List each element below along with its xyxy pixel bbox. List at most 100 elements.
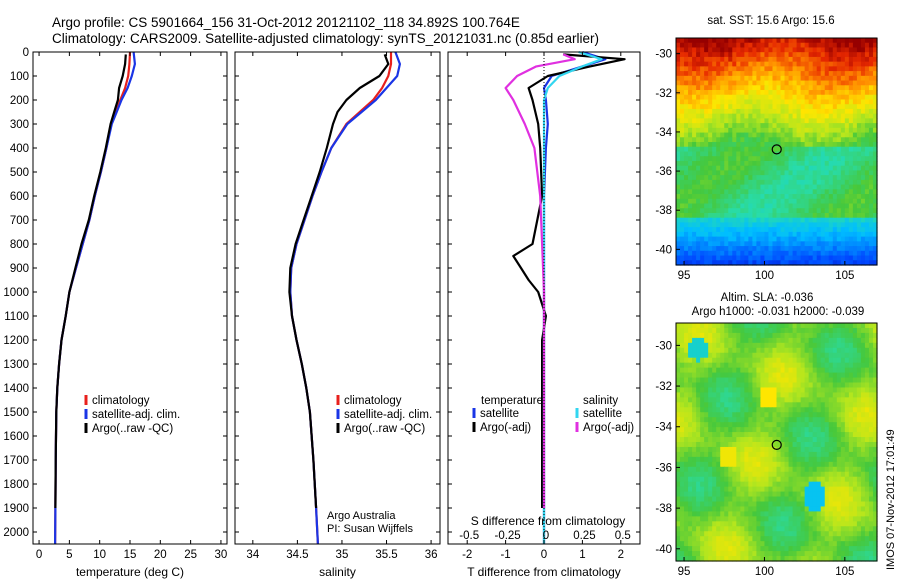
- temperature-ytick-label: 1200: [3, 335, 29, 347]
- temperature-ytick-label: 2000: [3, 527, 29, 539]
- difference-s-tick-label: -0.25: [494, 530, 520, 542]
- sst_map-cells: [676, 38, 878, 266]
- difference-xtick-label: 0: [541, 549, 547, 561]
- sla_map-xtick-label: 100: [755, 566, 774, 578]
- temperature-series-climatology: [54, 51, 132, 545]
- temperature-profile-panel: 0 5 10 15 20 25 300100200300400500600700800900…: [3, 47, 228, 579]
- difference-xtick-label: 1: [579, 549, 585, 561]
- sst_map-ytick-label: -32: [655, 88, 672, 100]
- difference-xlabel: T difference from climatology: [467, 565, 621, 579]
- temperature-xlabel: temperature (deg C): [76, 565, 184, 579]
- temperature-ytick-label: 800: [10, 239, 29, 251]
- sla_map-ytick-label: -34: [655, 422, 672, 434]
- temperature-ytick-label: 400: [10, 143, 29, 155]
- difference-series-temperature-satellite: [542, 50, 607, 544]
- temperature-legend-label: climatology: [92, 395, 150, 407]
- salinity-legend-label: climatology: [344, 395, 402, 407]
- temperature-ytick-label: 1100: [4, 311, 29, 323]
- temperature-ytick-label: 1600: [3, 431, 29, 443]
- temperature-ytick-label: 100: [10, 71, 29, 83]
- imos-timestamp-label: IMOS 07-Nov-2012 17:01:49: [885, 429, 897, 570]
- sst_map-frame: [675, 37, 878, 266]
- difference-series-salinity-argo-adj-: [504, 53, 576, 508]
- sst_map-xtick-label: 95: [678, 270, 691, 282]
- sla_map-ytick-label: -38: [655, 503, 672, 515]
- temperature-legend-label: satellite-adj. clim.: [92, 409, 180, 421]
- sst-map-title: sat. SST: 15.6 Argo: 15.6: [707, 15, 834, 27]
- difference-legend-title: salinity: [583, 395, 618, 407]
- temperature-ytick-label: 600: [10, 191, 29, 203]
- sla_map-xtick-label: 105: [835, 566, 854, 578]
- sst_map-ytick-label: -30: [655, 49, 672, 61]
- temperature-xtick-label: 0: [36, 549, 42, 561]
- difference-s-tick-label: 0.25: [573, 530, 595, 542]
- salinity-xtick-label: 34: [246, 549, 259, 561]
- sla_map-xtick-label: 95: [678, 566, 691, 578]
- sla-map-title: Altim. SLA: -0.036: [721, 292, 814, 304]
- sla_map-ytick-label: -30: [655, 340, 672, 352]
- sla_map-cells: [676, 323, 878, 562]
- temperature-ytick-label: 1900: [3, 503, 29, 515]
- salinity-xlabel: salinity: [319, 565, 356, 579]
- temperature-ytick-label: 300: [10, 119, 29, 131]
- salinity-xtick-label: 35: [336, 549, 349, 561]
- temperature-xtick-label: 15: [124, 549, 137, 561]
- temperature-ytick-label: 700: [10, 215, 29, 227]
- temperature-xtick-label: 25: [184, 549, 197, 561]
- salinity-series-argo-raw-qc-: [288, 54, 390, 509]
- temperature-ytick-label: 0: [23, 47, 29, 59]
- temperature-legend-label: Argo(..raw -QC): [92, 423, 173, 435]
- difference-series-temperature-argo-adj-: [512, 53, 626, 508]
- temperature-plot-frame: [32, 51, 228, 545]
- credit-line-2: PI: Susan Wijffels: [327, 523, 413, 535]
- difference-s-tick-label: -0.5: [459, 530, 479, 542]
- sla_map-ytick-label: -32: [655, 381, 672, 393]
- difference-s-tick-label: 0: [543, 530, 549, 542]
- salinity-series-satellite-adj-clim-: [289, 51, 401, 545]
- salinity-series-climatology: [289, 52, 393, 545]
- temperature-series-argo-raw-qc-: [54, 54, 127, 509]
- difference-legend-label: satellite: [480, 408, 519, 420]
- difference-profile-panel: -2 -1 0 1 2 T difference from climatology -0.5…: [447, 50, 641, 579]
- sla_map-ytick-label: -36: [655, 462, 672, 474]
- sst_map-ytick-label: -34: [655, 127, 672, 139]
- temperature-xtick-label: 30: [215, 549, 228, 561]
- salinity-profile-panel: 34 34.5 35 35.5 36 salinity climatology satelli…: [234, 51, 441, 579]
- sla_map-ytick-label: -40: [655, 544, 672, 556]
- sst_map-ytick-label: -40: [655, 244, 672, 256]
- temperature-xtick-label: 20: [154, 549, 167, 561]
- sla-map-subtitle: Argo h1000: -0.031 h2000: -0.039: [692, 306, 865, 318]
- sst_map-ytick-label: -38: [655, 205, 672, 217]
- temperature-xtick-label: 5: [66, 549, 72, 561]
- temperature-ytick-label: 1700: [3, 455, 29, 467]
- difference-xtick-label: 2: [618, 549, 624, 561]
- salinity-plot-frame: [234, 51, 441, 545]
- difference-xtick-label: -2: [462, 549, 472, 561]
- temperature-ytick-label: 1500: [3, 407, 29, 419]
- difference-legend-label: Argo(-adj): [583, 422, 634, 434]
- difference-series-salinity-satellite: [542, 50, 603, 544]
- difference-xtick-label: -1: [500, 549, 510, 561]
- title-line-1: Argo profile: CS 5901664_156 31-Oct-2012…: [52, 15, 520, 30]
- credit-line-1: Argo Australia: [327, 510, 396, 522]
- difference-s-xlabel: S difference from climatology: [471, 514, 626, 528]
- salinity-xtick-label: 36: [425, 549, 438, 561]
- temperature-ytick-label: 1000: [3, 287, 29, 299]
- temperature-ytick-label: 1300: [3, 359, 29, 371]
- sla_map-argo-location-marker: [771, 439, 782, 450]
- title-line-2: Climatology: CARS2009. Satellite-adjuste…: [52, 31, 599, 46]
- difference-legend-title: temperature: [481, 395, 543, 407]
- sst_map-argo-location-marker: [771, 144, 782, 155]
- sst_map-xtick-label: 105: [835, 270, 854, 282]
- temperature-ytick-label: 1400: [3, 383, 29, 395]
- salinity-xtick-label: 34.5: [286, 549, 308, 561]
- sst-map-panel: sat. SST: 15.6 Argo: 15.6 95 100 105 -30 -32 -…: [655, 15, 878, 282]
- salinity-xtick-label: 35.5: [375, 549, 397, 561]
- temperature-ytick-label: 900: [10, 263, 29, 275]
- temperature-ytick-label: 1800: [3, 479, 29, 491]
- sla_map-frame: [675, 322, 878, 562]
- difference-legend-label: satellite: [583, 408, 622, 420]
- temperature-xtick-label: 10: [93, 549, 106, 561]
- salinity-legend-label: Argo(..raw -QC): [344, 423, 425, 435]
